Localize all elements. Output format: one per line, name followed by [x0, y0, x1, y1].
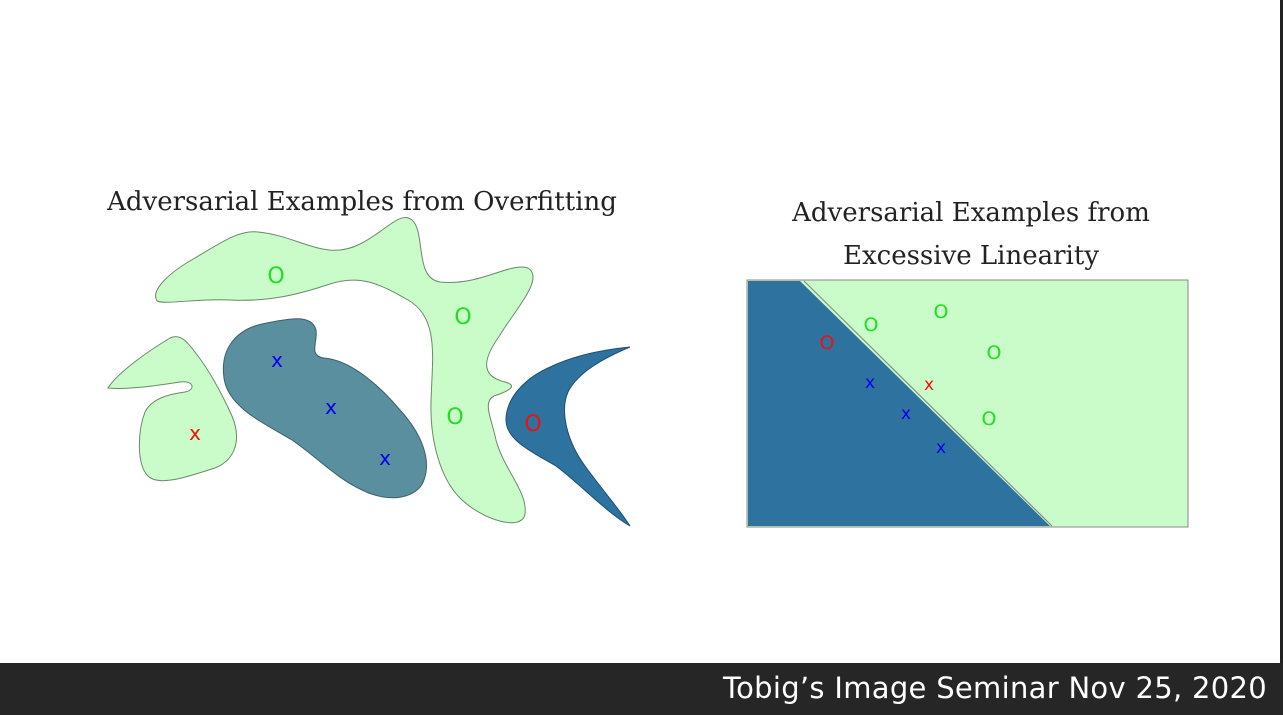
marker-o: O: [267, 264, 284, 289]
marker-x: x: [379, 446, 391, 470]
right-diagram-title-line2: Excessive Linearity: [843, 241, 1099, 271]
region-blue-boomerang: [505, 346, 631, 527]
marker-x: x: [936, 438, 946, 458]
diagram-canvas: Adversarial Examples from Overfitting O …: [106, 187, 1189, 528]
marker-x-red: x: [924, 375, 934, 395]
linear-boundary: [803, 280, 1053, 527]
marker-x-red: x: [189, 421, 201, 445]
marker-o: O: [864, 314, 879, 336]
marker-x: x: [325, 395, 337, 419]
marker-o: O: [454, 305, 471, 330]
marker-o: O: [987, 342, 1002, 364]
region-small-left: [107, 336, 237, 482]
region-teal-center: [222, 318, 427, 499]
left-diagram-title: Adversarial Examples from Overfitting: [106, 187, 617, 217]
marker-x: x: [865, 373, 875, 393]
marker-o: O: [934, 301, 949, 323]
marker-o-red: O: [820, 332, 835, 354]
marker-x: x: [271, 348, 283, 372]
linear-blue-region: [748, 281, 1050, 526]
marker-x: x: [901, 404, 911, 424]
footer-bar: Tobig’s Image Seminar Nov 25, 2020: [0, 663, 1283, 715]
footer-text: Tobig’s Image Seminar Nov 25, 2020: [723, 671, 1267, 705]
slide-edge: [1280, 0, 1283, 715]
marker-o-red: O: [524, 412, 541, 437]
slide: Adversarial Examples from Overfitting O …: [106, 187, 1189, 528]
marker-o: O: [446, 405, 463, 430]
right-diagram-title-line1: Adversarial Examples from: [791, 198, 1150, 228]
marker-o: O: [982, 408, 997, 430]
region-top-arch: [155, 217, 534, 524]
